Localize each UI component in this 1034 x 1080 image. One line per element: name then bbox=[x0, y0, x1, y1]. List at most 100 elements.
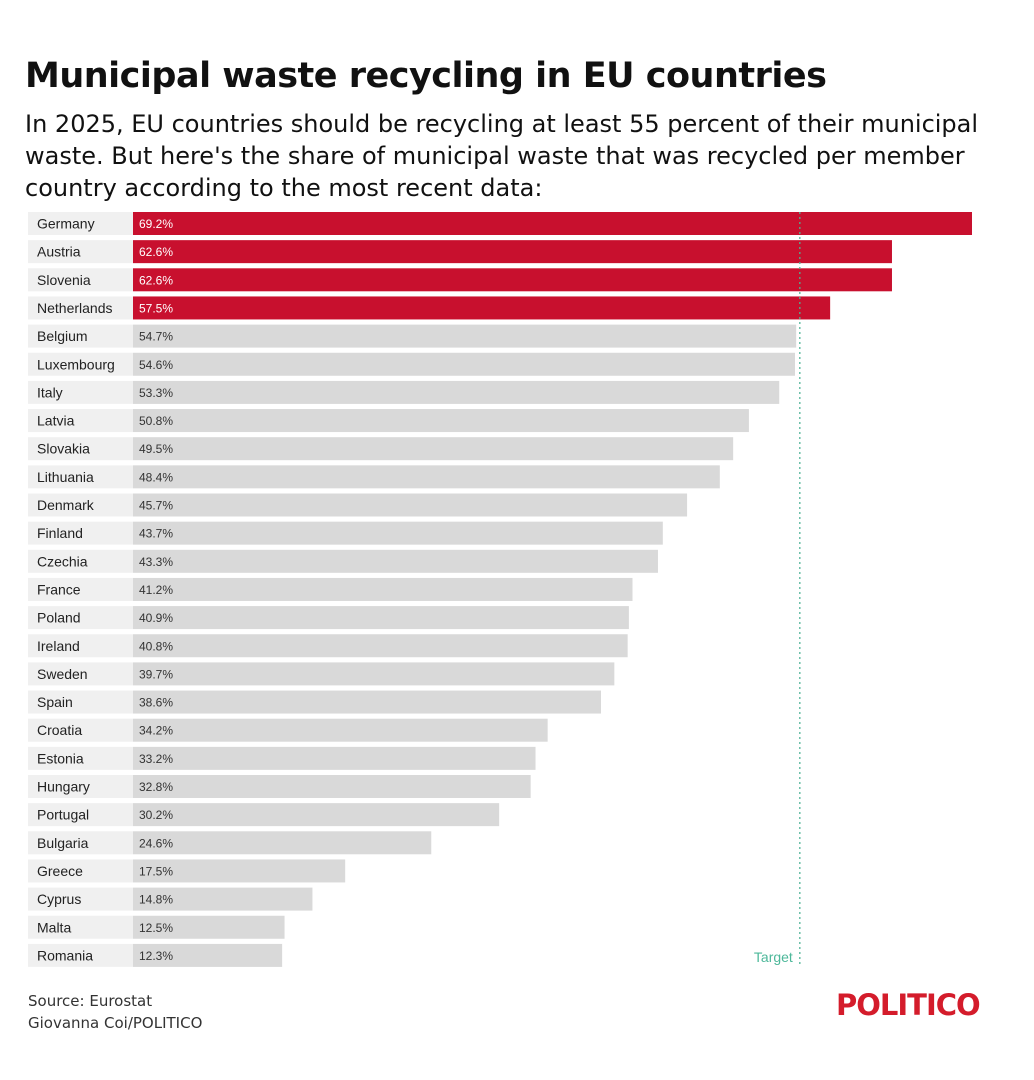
row-band bbox=[28, 493, 133, 517]
category-label: Spain bbox=[37, 694, 73, 710]
row-band bbox=[28, 380, 133, 404]
value-label: 14.8% bbox=[139, 893, 173, 907]
target-label: Target bbox=[754, 949, 793, 965]
bar bbox=[133, 634, 628, 658]
bar bbox=[133, 296, 831, 320]
row-band bbox=[28, 803, 133, 827]
politico-logo: POLITICO bbox=[836, 988, 981, 1022]
bar bbox=[133, 859, 346, 883]
bar bbox=[133, 746, 536, 770]
bar bbox=[133, 662, 615, 686]
bar bbox=[133, 380, 780, 404]
bar bbox=[133, 465, 720, 489]
value-label: 45.7% bbox=[139, 499, 173, 513]
bar bbox=[133, 943, 283, 967]
category-label: Slovenia bbox=[37, 272, 91, 288]
bar bbox=[133, 493, 688, 517]
row-band bbox=[28, 437, 133, 461]
value-label: 12.3% bbox=[139, 949, 173, 963]
bar bbox=[133, 324, 797, 348]
category-label: Netherlands bbox=[37, 300, 113, 316]
row-band bbox=[28, 634, 133, 658]
row-band bbox=[28, 240, 133, 264]
value-label: 62.6% bbox=[139, 245, 173, 259]
row-band bbox=[28, 212, 133, 235]
value-label: 38.6% bbox=[139, 696, 173, 710]
category-label: Malta bbox=[37, 919, 71, 935]
row-band bbox=[28, 662, 133, 686]
bar-chart: Germany 69.2% Austria 62.6% Slovenia 62.6% Net… bbox=[28, 212, 972, 967]
category-label: Sweden bbox=[37, 666, 88, 682]
value-label: 54.7% bbox=[139, 330, 173, 344]
bar bbox=[133, 352, 795, 376]
value-label: 30.2% bbox=[139, 808, 173, 822]
row-band bbox=[28, 831, 133, 855]
bar bbox=[133, 887, 313, 911]
category-label: France bbox=[37, 581, 81, 597]
value-label: 40.8% bbox=[139, 639, 173, 653]
bar bbox=[133, 831, 432, 855]
value-label: 17.5% bbox=[139, 864, 173, 878]
row-band bbox=[28, 577, 133, 601]
category-label: Hungary bbox=[37, 779, 90, 795]
category-label: Finland bbox=[37, 525, 83, 541]
value-label: 54.6% bbox=[139, 358, 173, 372]
chart-title: Municipal waste recycling in EU countrie… bbox=[25, 56, 827, 96]
row-band bbox=[28, 943, 133, 967]
value-label: 41.2% bbox=[139, 583, 173, 597]
bar bbox=[133, 521, 663, 545]
row-band bbox=[28, 409, 133, 433]
category-label: Czechia bbox=[37, 553, 88, 569]
category-label: Greece bbox=[37, 863, 83, 879]
category-label: Luxembourg bbox=[37, 356, 115, 372]
value-label: 48.4% bbox=[139, 470, 173, 484]
chart-subtitle: In 2025, EU countries should be recyclin… bbox=[25, 110, 979, 202]
value-label: 40.9% bbox=[139, 611, 173, 625]
row-band bbox=[28, 775, 133, 798]
bar bbox=[133, 240, 892, 264]
value-label: 34.2% bbox=[139, 724, 173, 738]
row-band bbox=[28, 465, 133, 489]
value-label: 33.2% bbox=[139, 752, 173, 766]
category-label: Croatia bbox=[37, 722, 82, 738]
category-label: Cyprus bbox=[37, 891, 81, 907]
credit-text: Giovanna Coi/POLITICO bbox=[28, 1014, 203, 1032]
bar bbox=[133, 409, 749, 433]
value-label: 24.6% bbox=[139, 836, 173, 850]
category-label: Austria bbox=[37, 244, 81, 260]
row-band bbox=[28, 352, 133, 376]
bar bbox=[133, 718, 548, 742]
value-label: 32.8% bbox=[139, 780, 173, 794]
category-label: Italy bbox=[37, 384, 63, 400]
value-label: 39.7% bbox=[139, 667, 173, 681]
bar bbox=[133, 690, 601, 714]
row-band bbox=[28, 746, 133, 770]
category-label: Portugal bbox=[37, 807, 89, 823]
row-band bbox=[28, 690, 133, 714]
value-label: 43.7% bbox=[139, 527, 173, 541]
bar bbox=[133, 549, 658, 573]
category-label: Estonia bbox=[37, 750, 84, 766]
value-label: 12.5% bbox=[139, 921, 173, 935]
category-label: Germany bbox=[37, 216, 95, 232]
category-label: Romania bbox=[37, 947, 93, 963]
row-band bbox=[28, 521, 133, 545]
value-label: 53.3% bbox=[139, 386, 173, 400]
category-label: Denmark bbox=[37, 497, 95, 513]
value-label: 50.8% bbox=[139, 414, 173, 428]
row-band bbox=[28, 324, 133, 348]
bar bbox=[133, 606, 629, 630]
row-band bbox=[28, 887, 133, 911]
category-label: Lithuania bbox=[37, 469, 94, 485]
category-label: Belgium bbox=[37, 328, 88, 344]
bar bbox=[133, 577, 633, 601]
value-label: 69.2% bbox=[139, 217, 173, 231]
row-band bbox=[28, 268, 133, 292]
bar bbox=[133, 803, 500, 827]
row-band bbox=[28, 859, 133, 883]
bar bbox=[133, 212, 972, 235]
source-note: Source: Eurostat Giovanna Coi/POLITICO bbox=[28, 990, 202, 1034]
bar bbox=[133, 268, 892, 292]
bar bbox=[133, 437, 734, 461]
category-label: Ireland bbox=[37, 638, 80, 654]
